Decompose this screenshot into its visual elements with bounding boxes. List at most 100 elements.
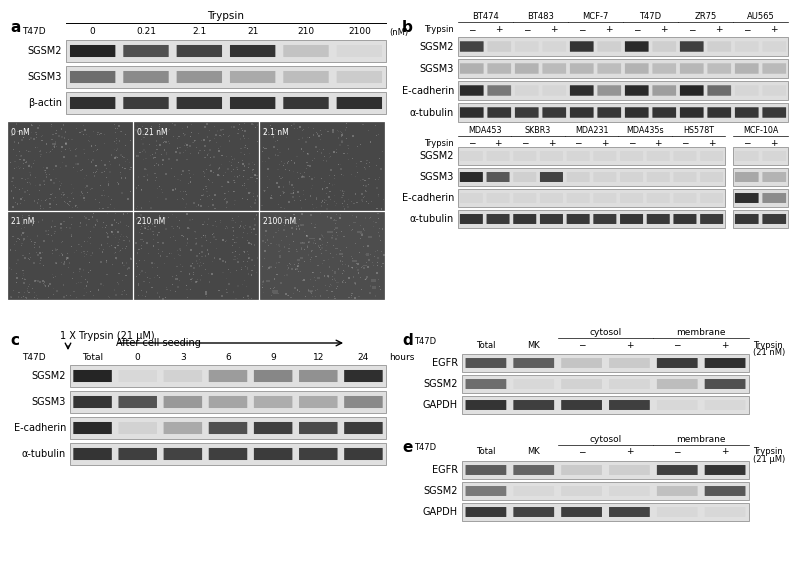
Bar xyxy=(8,211,132,299)
Bar xyxy=(343,270,345,271)
Bar xyxy=(291,268,293,270)
Bar xyxy=(120,131,121,132)
Bar xyxy=(373,264,374,266)
Bar xyxy=(266,221,267,222)
Bar xyxy=(135,243,137,244)
FancyBboxPatch shape xyxy=(299,370,338,382)
Bar xyxy=(209,179,210,181)
Bar xyxy=(43,208,45,210)
Bar xyxy=(313,207,314,209)
Bar xyxy=(39,263,41,264)
Bar xyxy=(207,196,208,197)
Text: Total: Total xyxy=(476,340,496,349)
Bar xyxy=(190,289,191,291)
Bar xyxy=(318,196,319,197)
Bar xyxy=(308,127,310,128)
Bar xyxy=(238,247,240,248)
Bar xyxy=(311,272,313,273)
Bar xyxy=(257,258,258,259)
Bar xyxy=(87,282,89,283)
Bar xyxy=(248,242,250,244)
Bar xyxy=(103,285,104,286)
Bar xyxy=(99,134,100,135)
Bar xyxy=(230,272,231,274)
Bar xyxy=(268,267,270,269)
Bar xyxy=(345,282,346,283)
FancyBboxPatch shape xyxy=(344,396,382,408)
Bar xyxy=(177,226,178,227)
Bar xyxy=(343,206,344,207)
Bar xyxy=(194,231,195,232)
Bar xyxy=(317,278,320,279)
Bar xyxy=(380,168,382,170)
Bar xyxy=(340,260,342,262)
Bar xyxy=(274,287,275,288)
Bar xyxy=(158,164,159,166)
Bar xyxy=(16,263,17,264)
FancyBboxPatch shape xyxy=(118,396,157,408)
Bar xyxy=(69,148,70,149)
Bar xyxy=(200,206,202,207)
Bar xyxy=(55,249,57,251)
Bar xyxy=(8,122,132,210)
Bar xyxy=(241,152,242,154)
Bar xyxy=(269,266,272,268)
Bar xyxy=(322,200,323,202)
Bar xyxy=(244,123,245,124)
Bar xyxy=(29,151,31,152)
Bar xyxy=(137,252,138,254)
Bar xyxy=(32,224,33,226)
Bar xyxy=(121,234,122,235)
Bar xyxy=(225,262,226,263)
Bar xyxy=(127,198,129,200)
FancyBboxPatch shape xyxy=(177,97,222,109)
Bar xyxy=(86,217,87,219)
Bar xyxy=(58,137,59,138)
Bar xyxy=(123,156,125,158)
Bar xyxy=(145,287,146,288)
Bar xyxy=(276,274,278,275)
Text: −: − xyxy=(521,139,529,147)
Bar xyxy=(79,132,81,134)
Bar xyxy=(28,165,30,167)
Bar xyxy=(265,130,266,131)
Bar xyxy=(162,297,163,298)
FancyBboxPatch shape xyxy=(598,107,621,118)
Bar xyxy=(194,140,195,142)
Text: SGSM3: SGSM3 xyxy=(420,172,454,182)
Bar xyxy=(248,192,250,194)
Bar xyxy=(293,171,294,172)
Bar xyxy=(326,187,328,188)
Bar xyxy=(248,274,250,275)
Bar xyxy=(13,289,14,291)
Text: −: − xyxy=(674,340,681,349)
Bar xyxy=(33,262,35,264)
Bar xyxy=(212,199,213,200)
Bar xyxy=(83,148,85,150)
Bar xyxy=(356,267,358,268)
Bar xyxy=(97,149,98,150)
Bar xyxy=(168,140,169,142)
Bar xyxy=(322,188,323,190)
Bar xyxy=(53,199,54,200)
Bar xyxy=(341,139,342,141)
FancyBboxPatch shape xyxy=(466,507,506,517)
Bar xyxy=(218,150,220,152)
Bar xyxy=(260,122,384,210)
FancyBboxPatch shape xyxy=(118,448,157,460)
Bar xyxy=(347,206,349,208)
Bar xyxy=(108,184,110,186)
Bar xyxy=(42,135,43,136)
Bar xyxy=(179,147,181,148)
Bar xyxy=(177,147,178,148)
Bar xyxy=(26,236,28,237)
FancyBboxPatch shape xyxy=(337,71,382,83)
Bar xyxy=(326,244,327,246)
Bar xyxy=(158,276,160,278)
Bar xyxy=(349,297,350,298)
Bar xyxy=(323,149,324,150)
Bar xyxy=(244,228,245,229)
Bar xyxy=(204,176,206,177)
Bar xyxy=(273,290,278,293)
Bar xyxy=(30,137,32,139)
